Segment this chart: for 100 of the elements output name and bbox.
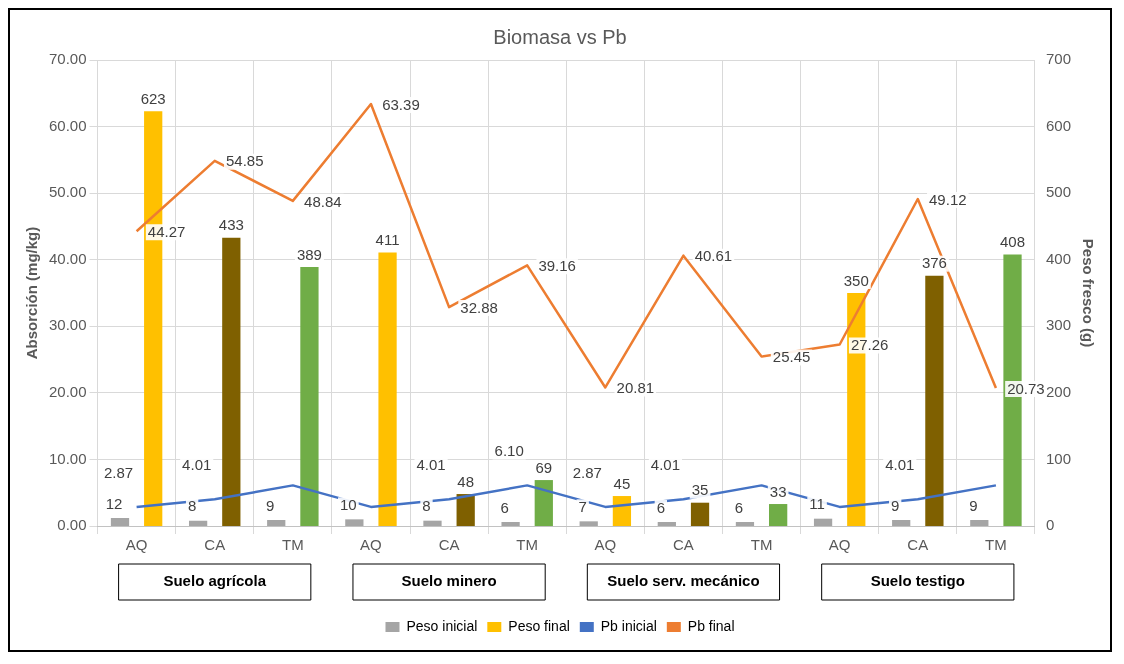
x-tick-label: CA — [204, 536, 226, 554]
data-label: 35 — [691, 481, 709, 499]
text: Suelo testigo — [870, 572, 965, 590]
y2-tick-label: 100 — [1045, 449, 1071, 467]
bar — [345, 519, 364, 526]
data-label: 20.73 — [1007, 379, 1045, 397]
data-label: 6 — [734, 498, 744, 516]
data-label: 9 — [266, 496, 275, 514]
data-label: 48 — [457, 472, 475, 490]
data-label: 6 — [500, 498, 509, 516]
data-label: 376 — [921, 254, 947, 272]
y-axis-title: Absorción (mg/kg) — [23, 226, 41, 360]
bar — [267, 520, 286, 526]
data-label: 6.10 — [494, 442, 524, 460]
bar — [612, 496, 632, 526]
y-tick-label: 70.00 — [48, 50, 87, 68]
y2-tick-label: 300 — [1045, 316, 1071, 334]
y-tick-label: 60.00 — [48, 116, 87, 134]
bar — [222, 237, 241, 526]
data-label: 33 — [769, 482, 787, 500]
text: Suelo minero — [401, 572, 497, 590]
bar — [110, 518, 130, 526]
bar — [690, 502, 710, 526]
legend-label: Pb inicial — [600, 617, 657, 634]
x-tick-label: CA — [907, 536, 929, 554]
data-label: 4.01 — [416, 455, 446, 473]
data-label: 4.01 — [885, 455, 915, 473]
data-label: 8 — [422, 497, 431, 515]
bar — [456, 494, 475, 526]
bar — [188, 520, 208, 526]
legend-label: Peso inicial — [406, 617, 478, 634]
bar — [970, 520, 989, 526]
data-label: 69 — [535, 458, 553, 476]
y2-tick-label: 500 — [1045, 183, 1071, 201]
data-label: 25.45 — [772, 348, 811, 366]
y-tick-label: 30.00 — [48, 316, 87, 334]
text: Suelo serv. mecánico — [607, 572, 760, 590]
bar — [813, 518, 833, 526]
data-label: 411 — [375, 231, 400, 249]
data-label: 27.26 — [850, 336, 889, 354]
data-label: 8 — [187, 497, 197, 515]
data-label: 10 — [340, 495, 357, 513]
y-tick-label: 50.00 — [48, 183, 87, 201]
data-label: 44.27 — [147, 222, 186, 240]
bar — [579, 521, 598, 526]
bar — [423, 520, 442, 526]
data-label: 350 — [843, 271, 869, 289]
data-label: 389 — [296, 245, 322, 263]
data-label: 11 — [809, 495, 825, 513]
x-tick-label: AQ — [828, 536, 851, 554]
text: Suelo agrícola — [163, 572, 267, 590]
y2-tick-label: 0 — [1045, 516, 1055, 534]
bar — [501, 522, 520, 526]
data-label: 6 — [656, 498, 666, 516]
data-label: 49.12 — [929, 190, 967, 208]
x-tick-label: CA — [673, 536, 694, 554]
data-label: 39.16 — [538, 256, 576, 274]
data-label: 20.81 — [616, 379, 655, 397]
y-tick-label: 40.00 — [48, 249, 87, 267]
y2-tick-label: 700 — [1045, 50, 1071, 68]
data-label: 54.85 — [225, 152, 264, 170]
x-tick-label: TM — [750, 536, 773, 554]
x-tick-label: TM — [516, 536, 539, 554]
data-label: 12 — [105, 494, 123, 512]
chart-title: Biomasa vs Pb — [493, 25, 627, 48]
x-tick-label: TM — [985, 536, 1007, 554]
bar — [378, 252, 397, 526]
y2-tick-label: 200 — [1045, 383, 1071, 400]
y2-axis-title: Peso fresco (g) — [1079, 238, 1097, 348]
x-tick-label: CA — [438, 536, 460, 554]
data-label: 45 — [613, 474, 631, 492]
data-label: 63.39 — [382, 95, 420, 113]
data-label: 2.87 — [572, 463, 602, 481]
bar — [657, 522, 676, 526]
legend-label: Pb final — [687, 617, 735, 634]
bar — [534, 480, 553, 526]
bar — [735, 522, 755, 526]
y-tick-label: 20.00 — [48, 383, 87, 400]
data-label: 7 — [578, 497, 587, 515]
data-label: 623 — [140, 89, 166, 107]
x-tick-label: TM — [282, 536, 304, 554]
x-tick-label: AQ — [360, 536, 382, 554]
data-label: 9 — [891, 496, 900, 514]
bar — [892, 520, 911, 526]
data-label: 4.01 — [182, 455, 212, 473]
bar — [769, 504, 788, 526]
y-tick-label: 0.00 — [57, 516, 87, 534]
data-label: 4.01 — [650, 455, 681, 473]
data-label: 40.61 — [694, 247, 733, 265]
y2-tick-label: 600 — [1045, 116, 1071, 134]
x-tick-label: AQ — [125, 536, 148, 554]
data-label: 433 — [218, 216, 244, 234]
y2-tick-label: 400 — [1045, 249, 1071, 267]
data-label: 32.88 — [460, 298, 498, 316]
bar — [925, 275, 944, 526]
x-tick-label: AQ — [594, 536, 617, 554]
data-label: 9 — [969, 496, 978, 514]
y-tick-label: 10.00 — [48, 449, 87, 467]
legend-label: Peso final — [508, 617, 570, 634]
bar — [300, 267, 319, 526]
